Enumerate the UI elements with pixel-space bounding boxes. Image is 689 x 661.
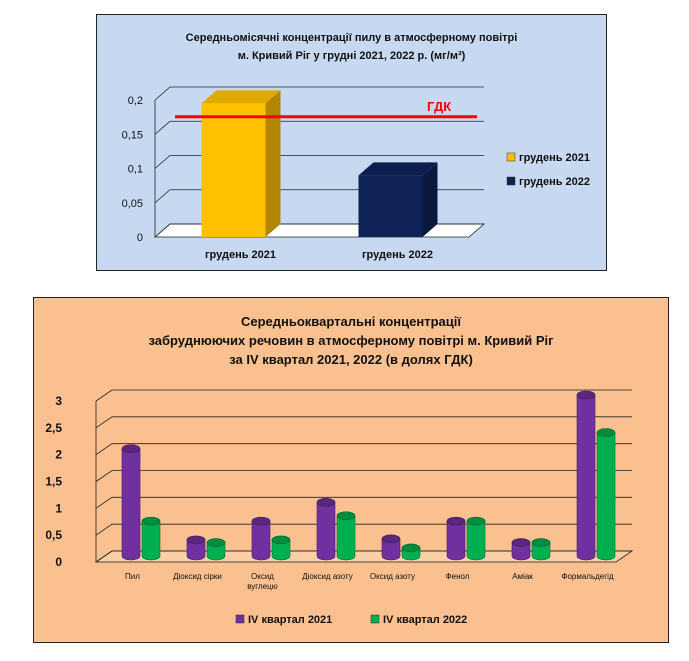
bar-top <box>201 90 281 104</box>
legend-label-2-1: IV квартал 2022 <box>383 614 467 626</box>
x-tick-label-line2: вуглецю <box>247 582 278 591</box>
bar-top <box>121 444 141 453</box>
y-tick-label: 1,5 <box>45 475 62 489</box>
bar-side <box>422 162 438 237</box>
legend-label-2-0: IV квартал 2021 <box>248 614 332 626</box>
bar-top <box>531 538 551 547</box>
bar <box>121 448 141 561</box>
gridline <box>95 416 632 429</box>
bar-top <box>576 390 596 400</box>
y-tick-label: 2,5 <box>45 421 62 435</box>
y-tick-label: 0,05 <box>122 198 143 210</box>
gridline <box>154 155 484 169</box>
y-tick-label: 0,5 <box>45 528 62 542</box>
gridline <box>95 496 632 509</box>
bar-top <box>401 543 421 553</box>
bar-top <box>316 498 336 507</box>
bar-top <box>186 535 206 545</box>
legend-label-1-1: грудень 2022 <box>519 176 590 188</box>
bar <box>271 539 291 561</box>
y-tick-label: 1 <box>55 501 62 515</box>
x-tick-label: Діоксид азоту <box>302 572 353 581</box>
bar <box>596 432 616 561</box>
bar-top <box>446 516 466 526</box>
x-tick-label: Діоксид сірки <box>173 572 222 581</box>
bar <box>511 542 531 561</box>
dust-chart-svg: 0 0,05 0,1 0,15 0,2 грудень 2021 грудень 2022 Г… <box>122 86 590 261</box>
bar <box>206 542 226 561</box>
bar-top <box>381 534 401 544</box>
bar-top <box>206 538 226 547</box>
bar <box>576 394 596 561</box>
y-tick-label: 2 <box>55 448 62 462</box>
legend-label-1-0: грудень 2021 <box>519 152 590 164</box>
legend-swatch-2-0 <box>235 614 245 624</box>
x-tick-label: грудень 2021 <box>205 249 276 261</box>
bar <box>251 520 271 561</box>
gridline <box>154 120 484 135</box>
bar <box>201 103 266 237</box>
bar-top <box>141 516 161 526</box>
y-tick-label: 0 <box>55 555 62 569</box>
pollutants-chart-title: Середньоквартальні концентрації забрудню… <box>148 314 554 367</box>
y-tick-label: 3 <box>55 394 62 408</box>
plot-floor <box>94 550 634 563</box>
bar-top <box>251 516 271 526</box>
bar-top <box>596 428 616 437</box>
gridline <box>95 523 632 536</box>
y-tick-label: 0 <box>137 232 143 244</box>
x-tick-label: грудень 2022 <box>362 249 433 261</box>
reference-line-label: ГДК <box>427 99 451 114</box>
bar <box>141 520 161 561</box>
pollutants-chart-panel: Середньоквартальні концентрації забрудню… <box>33 297 669 643</box>
bar <box>186 539 206 561</box>
bar <box>466 520 486 561</box>
bar-top <box>511 538 531 547</box>
legend-swatch-1-0 <box>506 152 516 162</box>
x-tick-label: Пил <box>125 572 140 581</box>
gridline <box>95 470 632 482</box>
gridline <box>95 389 632 402</box>
pollutants-chart-svg: 0 0,5 1 1,5 2 2,5 3 Пил Діоксид сірки Оксидвуглец… <box>45 389 634 626</box>
bar <box>358 175 423 237</box>
legend-swatch-1-1 <box>506 176 516 186</box>
y-tick-label: 0,2 <box>128 95 143 107</box>
bar <box>531 542 551 561</box>
bar-top <box>336 511 356 521</box>
x-tick-label: Аміак <box>512 572 533 581</box>
bar-side <box>265 90 281 237</box>
bar <box>446 520 466 561</box>
x-tick-label: Фенол <box>446 572 470 581</box>
bar-top <box>271 535 291 545</box>
legend-swatch-2-1 <box>370 614 380 624</box>
bar-top <box>466 516 486 526</box>
x-tick-label: Формальдегід <box>561 572 614 581</box>
x-tick-label: Оксид азоту <box>370 572 415 581</box>
dust-chart-panel: Середньомісячні концентрації пилу в атмо… <box>96 14 607 271</box>
y-tick-label: 0,15 <box>122 129 143 141</box>
x-tick-label: Оксид <box>251 572 274 581</box>
gridline <box>154 86 484 101</box>
gridline <box>95 443 632 455</box>
bar-top <box>358 162 438 176</box>
bar <box>336 515 356 561</box>
bar <box>316 502 336 561</box>
bar <box>381 538 401 561</box>
y-tick-label: 0,1 <box>128 164 143 176</box>
dust-chart-title: Середньомісячні концентрації пилу в атмо… <box>185 32 518 62</box>
